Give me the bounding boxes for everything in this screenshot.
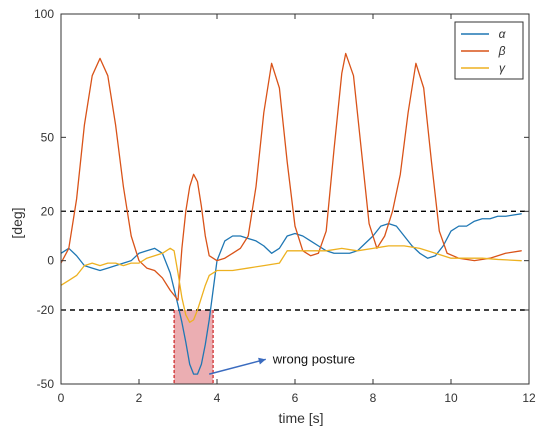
y-tick-label-4: 50 bbox=[41, 130, 55, 144]
series-line-0 bbox=[61, 213, 522, 375]
y-tick-label-2: 0 bbox=[47, 254, 54, 268]
y-tick-label-5: 100 bbox=[34, 7, 54, 21]
legend-label-2: γ bbox=[499, 61, 506, 75]
series-line-1 bbox=[61, 52, 522, 301]
wrong-posture-region bbox=[174, 310, 214, 384]
x-tick-label-5: 10 bbox=[444, 391, 458, 405]
plot-layer: wrong posture bbox=[61, 52, 529, 384]
x-tick-label-6: 12 bbox=[522, 391, 536, 405]
y-axis-label: [deg] bbox=[9, 207, 25, 238]
x-tick-label-1: 2 bbox=[136, 391, 143, 405]
x-tick-label-4: 8 bbox=[370, 391, 377, 405]
legend-label-0: α bbox=[499, 27, 507, 41]
y-tick-label-1: -20 bbox=[37, 303, 55, 317]
annotation-arrow-head bbox=[258, 357, 266, 365]
y-tick-label-3: 20 bbox=[41, 204, 55, 218]
x-axis-label: time [s] bbox=[278, 410, 323, 426]
y-tick-label-0: -50 bbox=[37, 377, 55, 391]
legend: αβγ bbox=[454, 21, 524, 80]
legend-label-1: β bbox=[498, 44, 506, 58]
x-tick-label-2: 4 bbox=[214, 391, 221, 405]
annotation-arrow-shaft bbox=[209, 358, 266, 375]
x-tick-label-3: 6 bbox=[292, 391, 299, 405]
series-line-2 bbox=[61, 245, 522, 323]
annotation-label: wrong posture bbox=[272, 351, 355, 366]
x-tick-label-0: 0 bbox=[58, 391, 65, 405]
axes-layer: 0 2 4 6 8 10 12 -50 -20 0 20 50 100 bbox=[34, 7, 536, 405]
